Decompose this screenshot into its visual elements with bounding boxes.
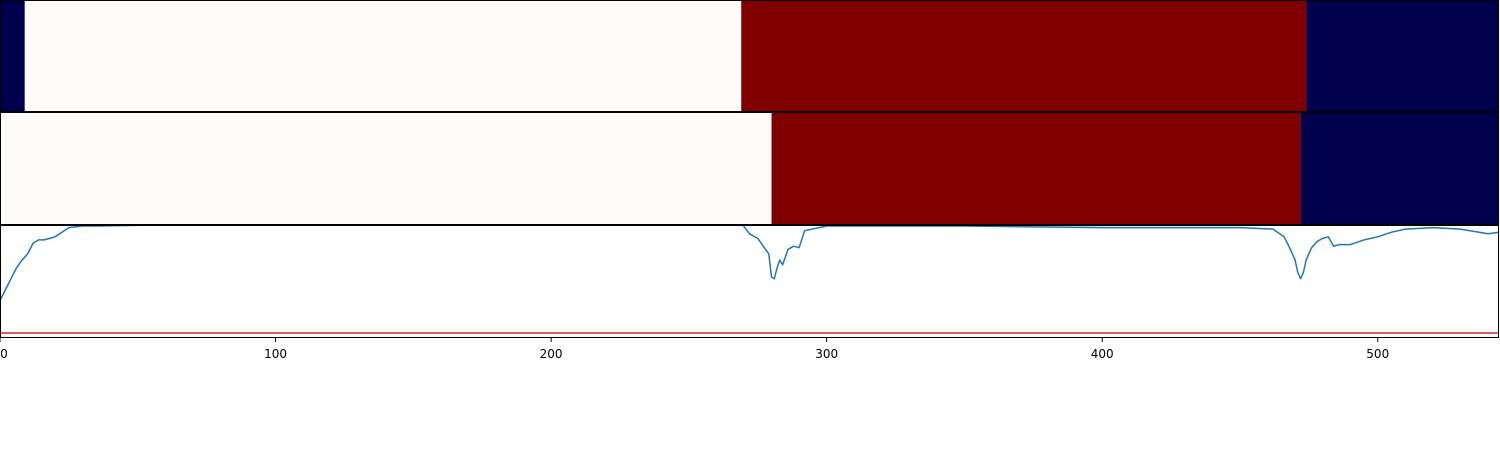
heatmap-1-segment-1: [24, 0, 742, 112]
heatmap-1-segment-2: [741, 0, 1307, 112]
heatmap-2-segment-2: [1300, 112, 1499, 225]
x-tick-label-4: 400: [1091, 347, 1114, 361]
x-tick-label-5: 500: [1366, 347, 1389, 361]
heatmap-panel-1: [0, 0, 1499, 112]
series-line-0: [0, 225, 1499, 301]
x-tick-label-3: 300: [815, 347, 838, 361]
heatmap-2-segment-1: [771, 112, 1301, 225]
x-tick-label-0: 0: [0, 347, 8, 361]
heatmap-1-segment-3: [1306, 0, 1499, 112]
heatmap-2-segment-0: [0, 112, 772, 225]
line-panel-frame: [0, 225, 1499, 338]
line-panel: [0, 225, 1499, 338]
x-axis: 0 100 200 300 400 500: [0, 338, 1389, 361]
x-tick-label-1: 100: [264, 347, 287, 361]
heatmap-1-frame: [0, 0, 1499, 112]
heatmap-2-frame: [0, 112, 1499, 225]
heatmap-1-segment-0: [0, 0, 25, 112]
heatmap-panel-2: [0, 112, 1499, 225]
x-tick-label-2: 200: [540, 347, 563, 361]
